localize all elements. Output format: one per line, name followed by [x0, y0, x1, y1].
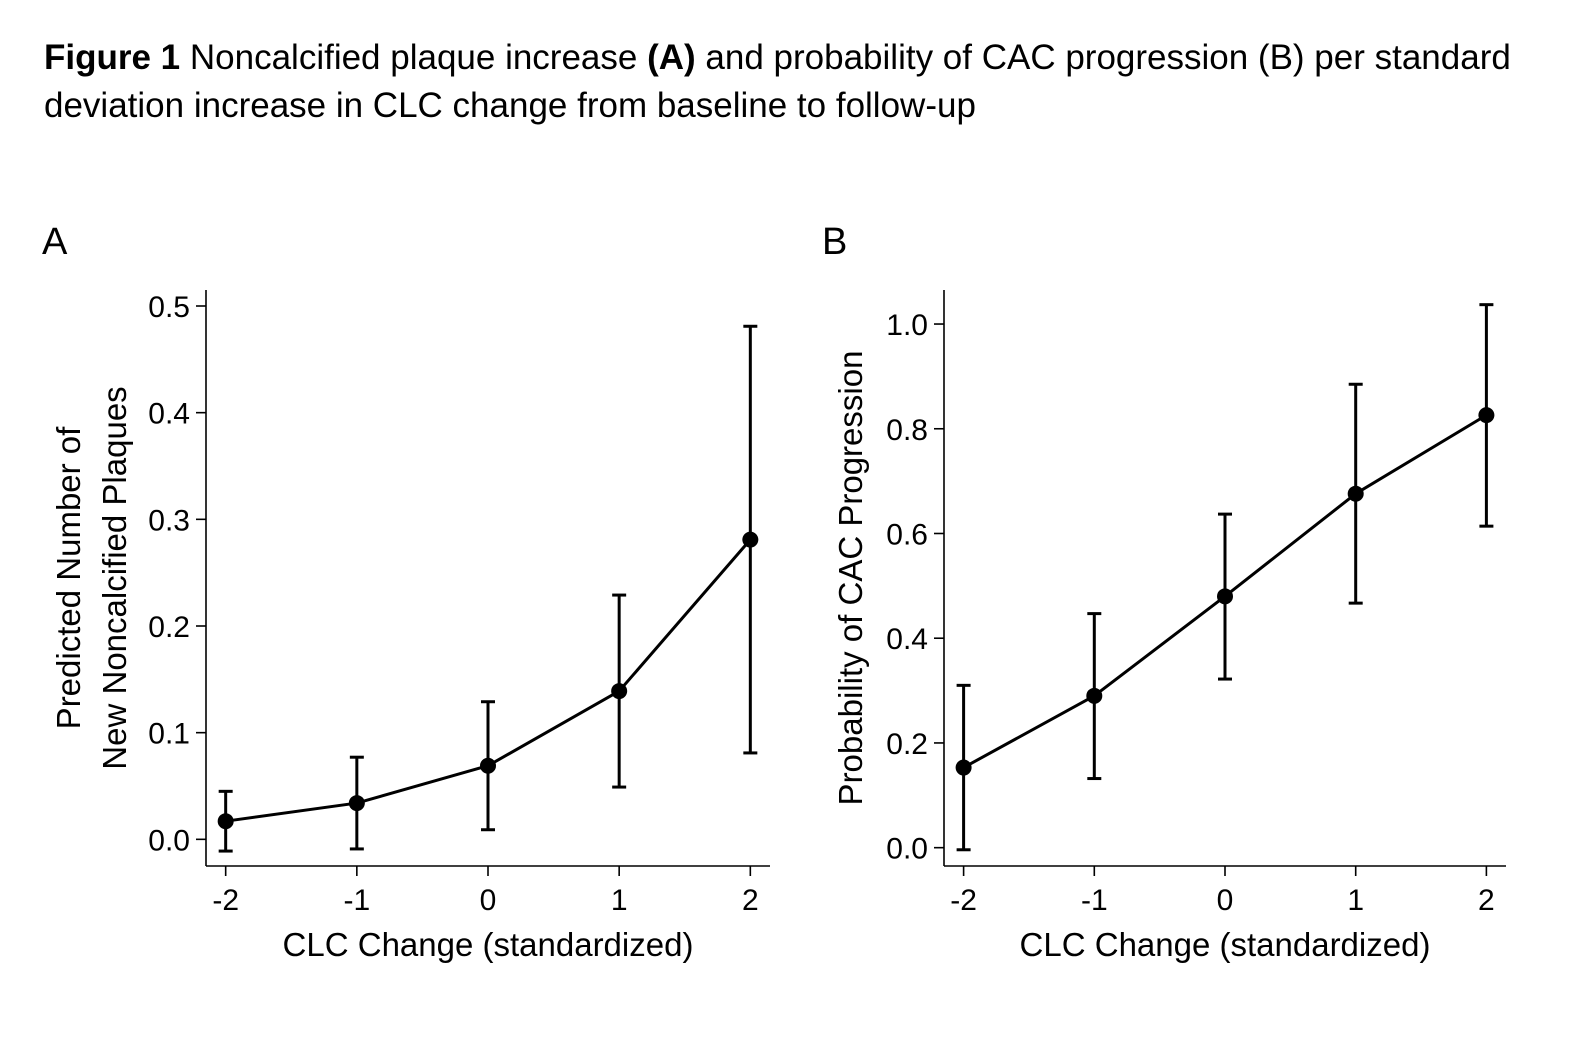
x-axis-title: CLC Change (standardized)	[1020, 926, 1431, 963]
y-tick-label: 0.0	[148, 824, 190, 857]
caption-text-1: Noncalcified plaque increase	[180, 38, 648, 77]
x-axis-title: CLC Change (standardized)	[283, 926, 694, 963]
caption-bold-a: (A)	[647, 38, 696, 77]
data-point	[1347, 485, 1364, 502]
y-tick-label: 0.4	[886, 623, 928, 656]
x-tick-label: -1	[343, 884, 370, 917]
data-point	[348, 795, 365, 812]
data-point	[742, 531, 759, 548]
x-tick-label: -2	[212, 884, 239, 917]
chart-panel-b: B 0.0 0.2 0.4 0.6 0.8 1.0 -2 -1 0 1 2 CLC Change (st…	[822, 221, 1506, 963]
x-tick-label: -1	[1081, 884, 1108, 917]
y-tick-label: 0.0	[886, 833, 928, 866]
y-tick-label: 0.2	[148, 611, 190, 644]
x-tick-label: 1	[1347, 884, 1364, 917]
x-tick-label: 0	[1217, 884, 1234, 917]
y-tick-label: 0.1	[148, 718, 190, 751]
x-tick-label: 2	[742, 884, 759, 917]
y-tick-label: 0.6	[886, 518, 928, 551]
data-point	[217, 813, 234, 830]
data-point	[1217, 588, 1233, 605]
panel-label: A	[42, 221, 68, 263]
y-axis-title-line: New Noncalcified Plaques	[96, 386, 133, 769]
y-axis-title-line: Predicted Number of	[50, 426, 87, 729]
y-tick-label: 1.0	[886, 309, 928, 342]
y-tick-label: 0.5	[148, 291, 190, 324]
x-tick-label: 2	[1478, 884, 1495, 917]
x-tick-label: -2	[950, 884, 977, 917]
y-tick-label: 0.8	[886, 414, 928, 447]
x-tick-label: 0	[480, 884, 497, 917]
caption-figure-number: Figure 1	[44, 38, 181, 77]
figure-caption: Figure 1 Noncalcified plaque increase (A…	[44, 34, 1554, 130]
panel-label: B	[822, 221, 847, 263]
y-tick-label: 0.2	[886, 728, 928, 761]
caption-text-2: and probability of CAC progression (B) p…	[44, 38, 1511, 125]
data-point	[1478, 407, 1495, 424]
data-point	[611, 683, 628, 700]
x-tick-label: 1	[611, 884, 628, 917]
y-tick-label: 0.3	[148, 504, 190, 537]
chart-panel-a: A 0.0 0.1 0.2 0.3 0.4 0.5 -2 -1 0 1 2 CLC Change (st…	[42, 221, 770, 963]
data-point	[1086, 687, 1103, 704]
data-point	[480, 757, 496, 774]
y-axis-title-line: Probability of CAC Progression	[832, 351, 869, 806]
y-tick-label: 0.4	[148, 398, 190, 431]
data-point	[955, 759, 972, 776]
